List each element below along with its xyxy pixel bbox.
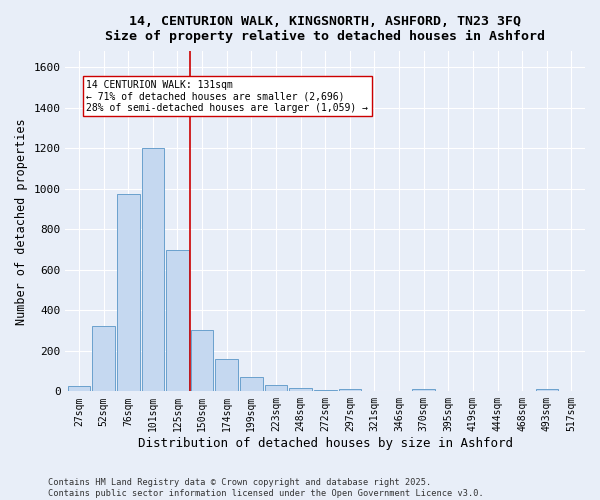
Y-axis label: Number of detached properties: Number of detached properties <box>15 118 28 324</box>
Bar <box>412 390 435 392</box>
Bar <box>265 386 287 392</box>
Title: 14, CENTURION WALK, KINGSNORTH, ASHFORD, TN23 3FQ
Size of property relative to d: 14, CENTURION WALK, KINGSNORTH, ASHFORD,… <box>105 15 545 43</box>
Bar <box>338 390 361 392</box>
Bar <box>314 390 337 392</box>
Bar <box>191 330 214 392</box>
Bar <box>117 194 140 392</box>
Bar <box>68 386 90 392</box>
Bar <box>92 326 115 392</box>
Bar <box>289 388 312 392</box>
Text: Contains HM Land Registry data © Crown copyright and database right 2025.
Contai: Contains HM Land Registry data © Crown c… <box>48 478 484 498</box>
Bar <box>536 390 558 392</box>
Bar <box>166 250 189 392</box>
Bar <box>142 148 164 392</box>
Bar <box>240 377 263 392</box>
X-axis label: Distribution of detached houses by size in Ashford: Distribution of detached houses by size … <box>138 437 513 450</box>
Bar <box>215 359 238 392</box>
Text: 14 CENTURION WALK: 131sqm
← 71% of detached houses are smaller (2,696)
28% of se: 14 CENTURION WALK: 131sqm ← 71% of detac… <box>86 80 368 112</box>
